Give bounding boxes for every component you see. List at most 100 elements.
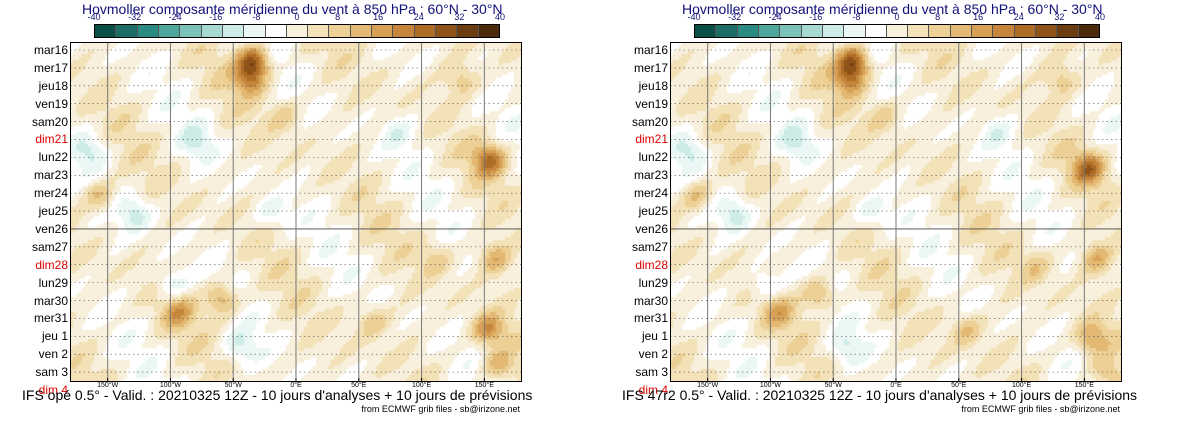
colorbar-tick-label: 40 xyxy=(1094,12,1106,22)
x-axis-label: 150°W xyxy=(697,382,719,389)
colorbar-cell xyxy=(695,25,717,37)
y-axis-label: ven26 xyxy=(635,221,668,236)
colorbar-tick-label: 32 xyxy=(1054,12,1065,22)
colorbar-cell xyxy=(865,25,887,37)
x-axis-label: 50°E xyxy=(951,382,967,389)
colorbar-cell xyxy=(886,25,909,37)
colorbar-cell xyxy=(201,25,223,37)
y-axis-label: sam20 xyxy=(631,114,668,129)
chart-footer: IFS opé 0.5° - Valid. : 20210325 12Z - 1… xyxy=(22,387,533,403)
colorbar-tick-label: 8 xyxy=(935,12,941,22)
colorbar-cell xyxy=(457,25,479,37)
x-axis-label: 50°W xyxy=(224,382,242,389)
colorbar xyxy=(694,24,1100,38)
x-axis-label: 100°E xyxy=(1011,382,1032,389)
colorbar-cell xyxy=(116,25,138,37)
y-axis-label: ven19 xyxy=(35,96,68,111)
colorbar-cell xyxy=(716,25,738,37)
colorbar-cell xyxy=(1014,25,1036,37)
colorbar-cell xyxy=(950,25,973,37)
y-axis-label: ven19 xyxy=(635,96,668,111)
colorbar-cell xyxy=(1036,25,1058,37)
colorbar-cell xyxy=(158,25,181,37)
colorbar-tick-label: 16 xyxy=(973,12,984,22)
y-axis-label: mer17 xyxy=(633,60,668,75)
y-axis-label: mer24 xyxy=(633,186,668,201)
y-axis-label: ven 2 xyxy=(38,347,68,362)
colorbar-tick-label: -24 xyxy=(168,12,182,22)
colorbar-cell xyxy=(758,25,781,37)
colorbar xyxy=(94,24,500,38)
colorbar-cell xyxy=(222,25,245,37)
colorbar-cell xyxy=(929,25,951,37)
colorbar-tick-label: -40 xyxy=(87,12,101,22)
y-axis-label: dim21 xyxy=(35,132,68,147)
y-axis-label: jeu18 xyxy=(638,78,668,93)
colorbar-cell xyxy=(844,25,866,37)
x-axis-label: 0°E xyxy=(890,382,902,389)
chart-credit: from ECMWF grib files - sb@irizone.net xyxy=(961,404,1120,414)
colorbar-tick-label: 24 xyxy=(1013,12,1024,22)
y-axis-label: dim28 xyxy=(35,257,68,272)
x-axis-label: 0°E xyxy=(290,382,302,389)
y-axis-label: dim 4 xyxy=(38,383,68,397)
colorbar-tick-label: -24 xyxy=(768,12,782,22)
y-axis-label: mer17 xyxy=(33,60,68,75)
colorbar-cell xyxy=(137,25,159,37)
x-axis-label: 50°W xyxy=(824,382,842,389)
x-axis-label: 150°E xyxy=(474,382,494,389)
plot-overlay xyxy=(70,42,522,382)
colorbar-cell xyxy=(308,25,330,37)
y-axis-label: jeu25 xyxy=(38,204,68,219)
colorbar-cell xyxy=(801,25,823,37)
colorbar-tick-label: 40 xyxy=(494,12,506,22)
y-axis-label: mar30 xyxy=(633,293,668,308)
y-axis-label: mer31 xyxy=(633,311,668,326)
y-axis-label: mar16 xyxy=(33,43,68,57)
colorbar-tick-label: -8 xyxy=(852,12,861,22)
y-axis-label: mer24 xyxy=(33,186,68,201)
colorbar-cell xyxy=(414,25,436,37)
colorbar-tick-label: -8 xyxy=(252,12,261,22)
colorbar-cell xyxy=(265,25,287,37)
y-axis-label: jeu25 xyxy=(638,204,668,219)
y-axis-label: lun22 xyxy=(638,150,668,165)
colorbar-cell xyxy=(329,25,351,37)
y-axis-label: sam27 xyxy=(31,239,68,254)
y-axis-label: ven26 xyxy=(35,221,68,236)
y-axis-label: dim28 xyxy=(635,257,668,272)
colorbar-tick-label: -16 xyxy=(809,12,823,22)
y-axis-label: mar23 xyxy=(633,168,668,183)
colorbar-cell xyxy=(972,25,994,37)
colorbar-cell xyxy=(95,25,117,37)
colorbar-cell xyxy=(993,25,1015,37)
plot-overlay xyxy=(670,42,1122,382)
colorbar-tick-label: 8 xyxy=(335,12,341,22)
chart-title: Hovmoller composante méridienne du vent … xyxy=(682,1,1103,17)
plot-frame xyxy=(670,42,1122,382)
x-axis-label: 150°W xyxy=(97,382,119,389)
y-axis-label: jeu 1 xyxy=(641,329,668,344)
y-axis-label: mar30 xyxy=(33,293,68,308)
colorbar-cell xyxy=(372,25,394,37)
colorbar-tick-label: -16 xyxy=(209,12,223,22)
x-axis-label: 50°E xyxy=(351,382,367,389)
colorbar-cell xyxy=(393,25,415,37)
hovmoller-plot xyxy=(670,42,1122,382)
colorbar-cell xyxy=(737,25,759,37)
chart-title: Hovmoller composante méridienne du vent … xyxy=(82,1,503,17)
y-axis-label: lun29 xyxy=(638,275,668,290)
y-axis-label: lun22 xyxy=(38,150,68,165)
y-axis-label: sam 3 xyxy=(635,365,668,380)
colorbar-cell xyxy=(286,25,309,37)
colorbar-cell xyxy=(436,25,458,37)
y-axis-label: mer31 xyxy=(33,311,68,326)
y-axis-label: sam27 xyxy=(631,239,668,254)
x-axis-label: 100°E xyxy=(411,382,432,389)
x-axis-label: 100°W xyxy=(159,382,181,389)
colorbar-cell xyxy=(1078,25,1099,37)
y-axis-label: sam20 xyxy=(31,114,68,129)
colorbar-cell xyxy=(822,25,845,37)
colorbar-cell xyxy=(244,25,266,37)
colorbar-cell xyxy=(350,25,373,37)
